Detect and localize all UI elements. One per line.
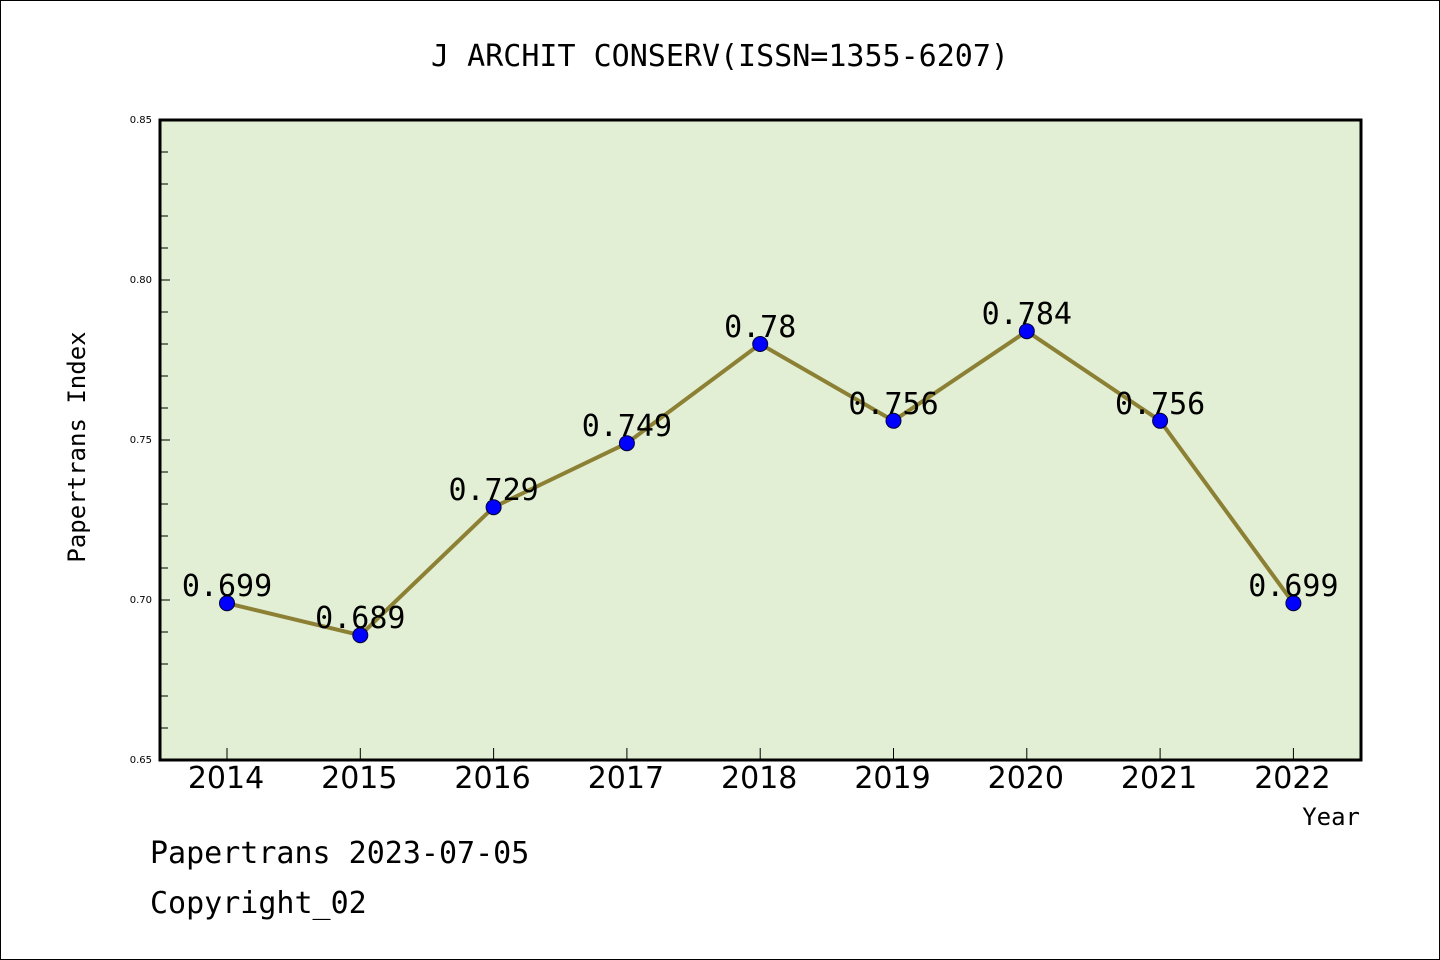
- y-tick-label: 0.70: [130, 595, 152, 606]
- x-tick-label: 2018: [721, 761, 797, 796]
- x-tick-label: 2014: [188, 761, 264, 796]
- x-tick-label: 2015: [321, 761, 397, 796]
- x-axis-label: Year: [1302, 803, 1360, 831]
- data-label: 0.729: [448, 473, 538, 508]
- footer-copyright: Copyright_02: [150, 886, 367, 921]
- data-label: 0.756: [1115, 387, 1205, 422]
- data-label: 0.699: [182, 569, 272, 604]
- data-point: [1018, 323, 1035, 340]
- data-point: [1285, 595, 1302, 612]
- data-point: [618, 435, 635, 452]
- y-tick-label: 0.80: [130, 275, 152, 286]
- x-tick-label: 2021: [1121, 761, 1197, 796]
- data-point: [1152, 412, 1169, 429]
- data-label: 0.756: [848, 387, 938, 422]
- footer-date: Papertrans 2023-07-05: [150, 836, 529, 871]
- x-axis: 2014 2015 2016 2017 2018 2019 2020 2021 2022: [188, 748, 1331, 796]
- data-labels: 0.699 0.689 0.729 0.749 0.78 0.756 0.784 0.756 0…: [182, 297, 1339, 636]
- plot-area: [158, 118, 1363, 762]
- data-label: 0.689: [315, 601, 405, 636]
- data-point: [885, 412, 902, 429]
- data-label: 0.78: [724, 310, 796, 345]
- x-tick-label: 2017: [588, 761, 664, 796]
- x-tick-label: 2022: [1254, 761, 1330, 796]
- y-axis-label: Papertrans Index: [63, 331, 91, 562]
- y-tick-label: 0.75: [130, 435, 152, 446]
- y-tick-label: 0.65: [130, 755, 152, 766]
- y-axis: 0.65 0.70 0.75 0.80 0.85: [130, 115, 170, 766]
- data-point: [752, 336, 769, 352]
- chart-title: J ARCHIT CONSERV(ISSN=1355-6207): [431, 39, 1009, 74]
- y-tick-label: 0.85: [130, 115, 152, 126]
- data-label: 0.699: [1248, 569, 1338, 604]
- x-tick-label: 2016: [454, 761, 530, 796]
- series-markers: [219, 323, 1302, 644]
- data-point: [219, 595, 235, 612]
- x-tick-label: 2019: [854, 761, 930, 796]
- data-label: 0.749: [582, 409, 672, 444]
- data-point: [485, 499, 502, 516]
- data-point: [352, 627, 369, 644]
- x-tick-label: 2020: [988, 761, 1064, 796]
- data-label: 0.784: [982, 297, 1072, 332]
